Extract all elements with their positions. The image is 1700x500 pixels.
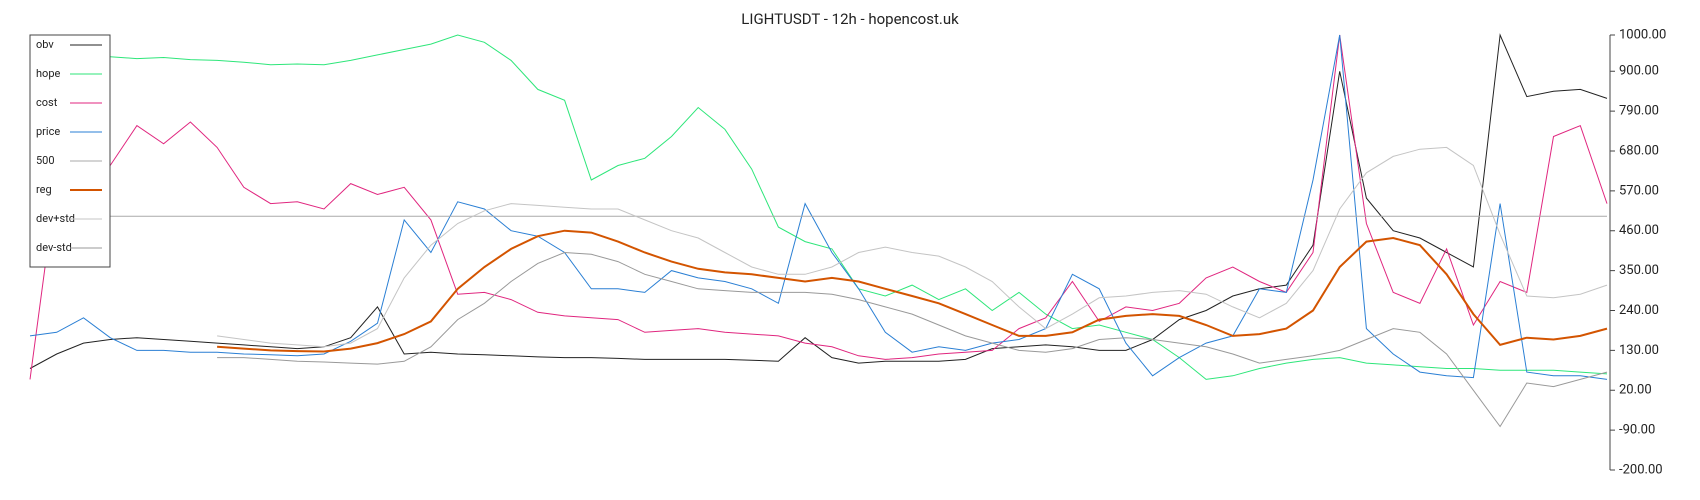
legend-label: reg <box>36 183 52 196</box>
series-line <box>217 146 1608 348</box>
y-tick-label: -90.00 <box>1619 423 1655 438</box>
y-tick-label: 130.00 <box>1619 343 1659 358</box>
legend-label: cost <box>36 96 58 109</box>
chart-title: LIGHTUSDT - 12h - hopencost.uk <box>741 10 959 28</box>
y-tick-label: 460.00 <box>1619 223 1659 238</box>
y-tick-label: 20.00 <box>1619 383 1652 398</box>
series-line <box>29 34 1608 380</box>
series-line <box>217 229 1608 353</box>
series-line <box>29 34 1608 380</box>
y-tick-label: 900.00 <box>1619 64 1659 79</box>
y-tick-label: -200.00 <box>1619 462 1663 477</box>
series-line <box>217 251 1608 428</box>
y-tick-label: 240.00 <box>1619 303 1659 318</box>
series-line <box>29 33 1608 369</box>
y-tick-label: 1000.00 <box>1619 27 1666 42</box>
legend-label: obv <box>36 38 54 51</box>
legend-label: dev+std <box>36 212 75 225</box>
series-line <box>29 34 1608 380</box>
legend-label: 500 <box>36 154 55 167</box>
legend-label: price <box>36 125 60 138</box>
y-tick-label: 790.00 <box>1619 104 1659 119</box>
y-tick-label: 570.00 <box>1619 183 1659 198</box>
y-tick-label: 350.00 <box>1619 263 1659 278</box>
legend-label: hope <box>36 67 61 80</box>
legend-label: dev-std <box>36 241 72 254</box>
y-tick-label: 680.00 <box>1619 143 1659 158</box>
